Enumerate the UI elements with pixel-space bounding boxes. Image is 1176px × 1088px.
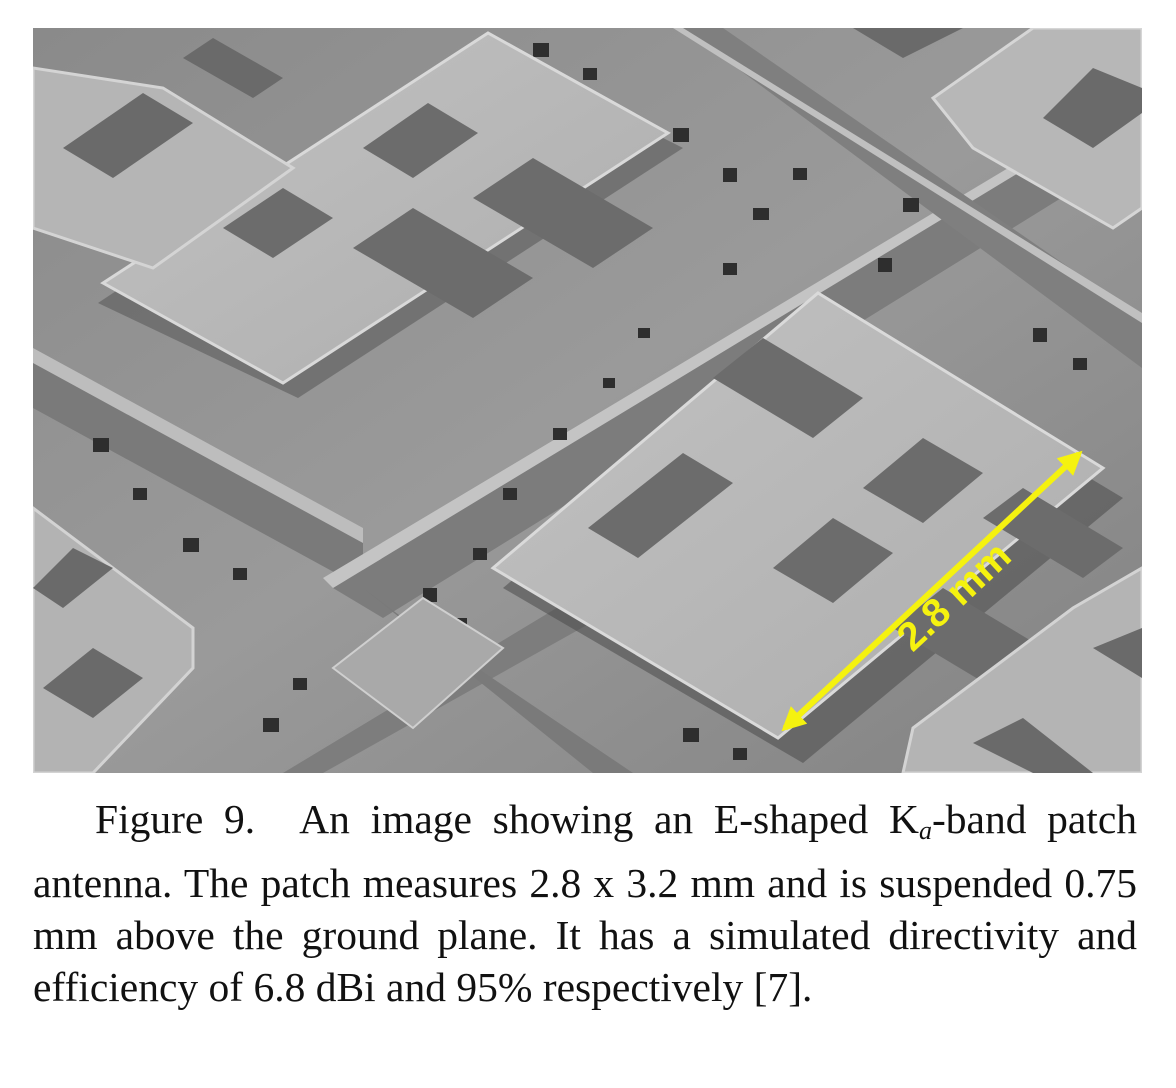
micrograph-svg: 2.8 mm [33, 28, 1142, 773]
patch-antenna-corner [33, 38, 296, 270]
figure-label: Figure 9. [95, 796, 256, 842]
patch-antenna-top-left [98, 31, 683, 398]
lattice-pockets [93, 43, 1087, 760]
caption-text-lead: An image showing an E-shaped K [299, 796, 919, 842]
patch-antenna-bottom-left [33, 506, 195, 773]
support-lattice [33, 28, 1142, 773]
figure-caption: Figure 9. An image showing an E-shaped Ka… [33, 793, 1137, 1013]
antenna-micrograph: 2.8 mm [33, 28, 1142, 773]
patch-antenna-top-right [853, 28, 1142, 230]
scale-bar-arrow [781, 450, 1083, 732]
ka-subscript: a [918, 816, 932, 845]
patch-antenna-bottom-center [331, 596, 505, 730]
caption-text-body: -band patch antenna. The patch measures … [33, 796, 1138, 1010]
